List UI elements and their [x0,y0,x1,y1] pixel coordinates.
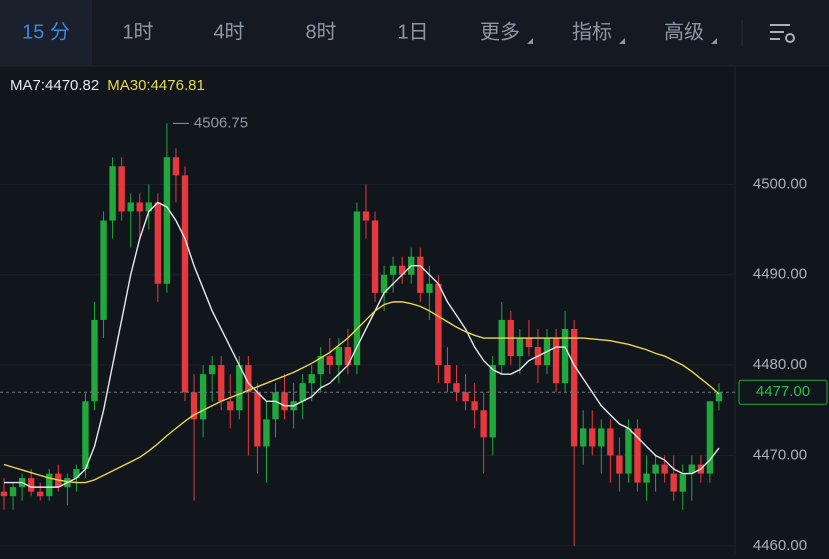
candle-body [435,283,442,366]
y-tick-label: 4480.00 [753,356,807,373]
ma-line [3,301,720,484]
candle-body [326,356,333,366]
candle-body [245,365,252,393]
candle-body [37,491,44,497]
settings-icon[interactable] [770,24,795,43]
candle-body [118,166,125,212]
candle-body [399,265,406,275]
candle-body [679,473,686,492]
candle-body [426,283,433,293]
tab[interactable]: 4时 [213,20,244,43]
candle-body [199,374,207,420]
candle-body [218,365,225,402]
candle-body [652,464,659,474]
candle-body [91,319,98,402]
y-tick-label: 4460.00 [753,537,807,554]
candle-body [389,265,397,275]
candle-body [136,202,143,212]
candle-body [480,410,487,438]
candle-body [706,401,714,474]
candle-body [353,211,361,366]
candle-body [471,401,478,411]
legend-entry: MA30:4476.81 [107,77,205,94]
y-tick-label: 4470.00 [753,446,807,463]
candle-body [272,392,279,420]
candle-body [552,338,560,384]
candle-body [670,473,677,492]
candle-body [208,365,216,375]
candle-body [444,365,451,384]
candle-body [46,473,53,497]
candle-body [335,347,343,366]
candle-body [380,274,388,293]
candle-body [227,401,234,411]
candle-body [371,220,379,293]
candle-body [154,202,162,284]
candle-body [263,419,270,447]
candle-body [308,374,315,384]
candle-body [172,157,180,176]
y-tick-label: 4500.00 [753,175,807,192]
candle-body [634,428,641,483]
candle-body [127,202,134,212]
toolbar [0,0,829,66]
active-tab-bg [0,0,92,66]
candle-body [598,428,605,447]
ma-line [4,201,720,488]
candle-body [715,392,723,402]
candle-body [525,338,533,348]
tab[interactable]: 8时 [305,20,336,43]
candle-body [580,428,587,447]
tab[interactable]: 15 分 [22,20,70,43]
y-tick-label: 4490.00 [753,266,807,283]
candle-body [561,328,569,384]
candle-body [254,392,261,447]
candle-body [489,365,496,438]
candle-body [181,175,189,393]
dropdown-arrow [619,38,625,44]
candle-body [362,211,370,221]
last-price-label: 4477.00 [756,383,810,400]
candle-body [100,220,107,320]
tab[interactable]: 更多 [480,20,520,43]
candle-body [109,166,116,221]
candle-body [625,428,632,474]
candle-body [417,256,424,293]
candle-body [163,157,171,284]
candle-body [661,464,668,474]
legend-entry: MA7:4470.82 [10,77,99,94]
candle-body [0,491,8,497]
candle-body [82,401,89,470]
candle-body [516,338,524,357]
candle-body [344,347,352,366]
tab[interactable]: 1日 [397,21,428,43]
candle-body [607,428,614,456]
dropdown-arrow [711,38,717,44]
dropdown-arrow [527,38,533,44]
candle-body [317,356,324,375]
max-label: 4506.75 [194,114,248,131]
candle-body [9,487,17,497]
candle-body [498,319,505,366]
candle-body [145,202,152,212]
last-price-box [738,379,828,405]
candle-body [27,478,35,492]
candle-body [570,328,578,447]
candle-body [616,455,623,474]
tab[interactable]: 指标 [572,20,612,43]
candle-body [73,469,80,479]
candle-body [190,392,198,420]
candle-body [462,392,469,402]
candle-body [688,464,695,474]
candle-body [453,383,460,393]
candle-body [281,392,288,411]
candle-body [236,365,243,411]
candle-body [589,428,596,447]
tab[interactable]: 1时 [122,20,153,43]
candle-body [643,473,650,483]
tab[interactable]: 高级 [664,20,704,43]
